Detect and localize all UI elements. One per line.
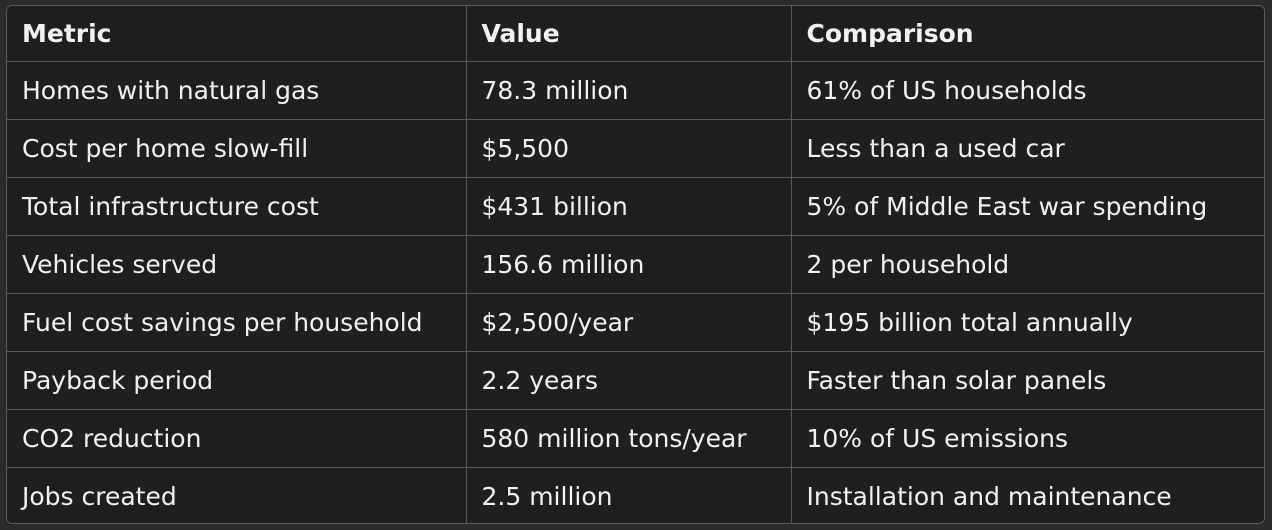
column-header-value: Value: [466, 6, 792, 62]
cell-metric: Cost per home slow-fill: [7, 119, 467, 178]
cell-value: 580 million tons/year: [466, 409, 792, 468]
metrics-table: Metric Value Comparison Homes with natur…: [7, 6, 1264, 523]
table-row: Fuel cost savings per household $2,500/y…: [7, 293, 1264, 352]
cell-value: 2.2 years: [466, 351, 792, 410]
cell-metric: Fuel cost savings per household: [7, 293, 467, 352]
cell-value: $2,500/year: [466, 293, 792, 352]
table-row: Cost per home slow-fill $5,500 Less than…: [7, 119, 1264, 178]
cell-comparison: Installation and maintenance: [806, 482, 1172, 511]
cell-metric: Vehicles served: [7, 235, 467, 294]
cell-value: $5,500: [466, 119, 792, 178]
cell-metric: Payback period: [7, 351, 467, 410]
cell-comparison: 5% of Middle East war spending: [791, 177, 1264, 236]
table-row: Homes with natural gas 78.3 million 61% …: [7, 61, 1264, 120]
cell-metric: Total infrastructure cost: [7, 177, 467, 236]
column-header-comparison: Comparison: [791, 6, 1264, 62]
cell-metric: Jobs created: [7, 467, 467, 523]
table-row: Jobs created 2.5 million Installation an…: [7, 467, 1264, 523]
cell-metric: Homes with natural gas: [7, 61, 467, 120]
table-row: Vehicles served 156.6 million 2 per hous…: [7, 235, 1264, 294]
cell-comparison: 2 per household: [791, 235, 1264, 294]
cell-value: 78.3 million: [466, 61, 792, 120]
cell-comparison: Faster than solar panels: [791, 351, 1264, 410]
data-table-container: Metric Value Comparison Homes with natur…: [6, 5, 1265, 524]
table-header-row: Metric Value Comparison: [7, 6, 1264, 62]
cell-comparison: 61% of US households: [791, 61, 1264, 120]
cell-value: 156.6 million: [466, 235, 792, 294]
table-row: Payback period 2.2 years Faster than sol…: [7, 351, 1264, 410]
cell-value: 2.5 million: [466, 467, 792, 523]
cell-comparison: Less than a used car: [791, 119, 1264, 178]
table-row: CO2 reduction 580 million tons/year 10% …: [7, 409, 1264, 468]
column-header-metric: Metric: [7, 6, 467, 62]
cell-comparison: 10% of US emissions: [791, 409, 1264, 468]
cell-comparison: $195 billion total annually: [791, 293, 1264, 352]
table-row: Total infrastructure cost $431 billion 5…: [7, 177, 1264, 236]
cell-metric: CO2 reduction: [7, 409, 467, 468]
cell-value: $431 billion: [466, 177, 792, 236]
